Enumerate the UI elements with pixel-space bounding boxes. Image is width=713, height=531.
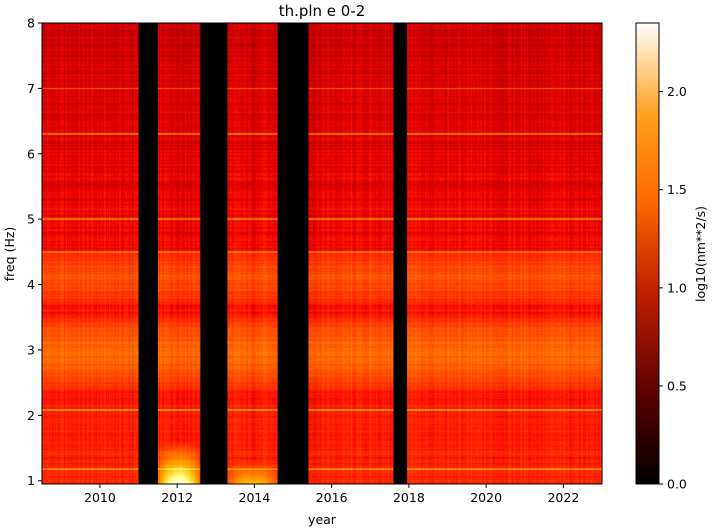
y-tick-label: 8 [27, 16, 35, 31]
y-axis-label: freq (Hz) [2, 227, 17, 282]
y-tick-label: 7 [27, 81, 35, 96]
x-tick-label: 2018 [393, 490, 425, 505]
plot-frame [41, 22, 603, 485]
x-tick-label: 2012 [161, 490, 193, 505]
colorbar-tick-label: 1.5 [667, 182, 687, 197]
x-tick-label: 2010 [84, 490, 116, 505]
x-axis: 2010 2012 2014 2016 2018 2020 2022 [84, 484, 579, 505]
heatmap-area [42, 23, 602, 484]
chart-title: th.pln e 0-2 [279, 2, 366, 20]
colorbar-tick-label: 2.0 [667, 84, 687, 99]
colorbar-tick-label: 1.0 [667, 280, 687, 295]
data-gap-0 [138, 23, 158, 484]
x-tick-label: 2022 [547, 490, 579, 505]
x-axis-label: year [308, 512, 337, 527]
y-tick-label: 1 [27, 473, 35, 488]
data-gap-3 [393, 23, 407, 484]
colorbar-tick-label: 0.0 [667, 477, 687, 492]
colorbar-tick-label: 0.5 [667, 378, 687, 393]
data-gap-1 [200, 23, 228, 484]
colorbar [635, 22, 660, 485]
colorbar-label: log10(nm**2/s) [693, 206, 708, 302]
x-tick-label: 2014 [239, 490, 271, 505]
data-gap-2 [277, 23, 309, 484]
x-tick-label: 2020 [470, 490, 502, 505]
x-tick-label: 2016 [316, 490, 348, 505]
colorbar-axis: 0.0 0.5 1.0 1.5 2.0 [659, 84, 687, 492]
y-tick-label: 5 [27, 212, 35, 227]
y-tick-label: 2 [27, 408, 35, 423]
heatmap-image [42, 23, 602, 484]
y-tick-label: 4 [27, 277, 35, 292]
y-axis: 1 2 3 4 5 6 7 8 [27, 16, 42, 488]
y-tick-label: 6 [27, 146, 35, 161]
data-gaps [138, 23, 407, 484]
y-tick-label: 3 [27, 342, 35, 357]
